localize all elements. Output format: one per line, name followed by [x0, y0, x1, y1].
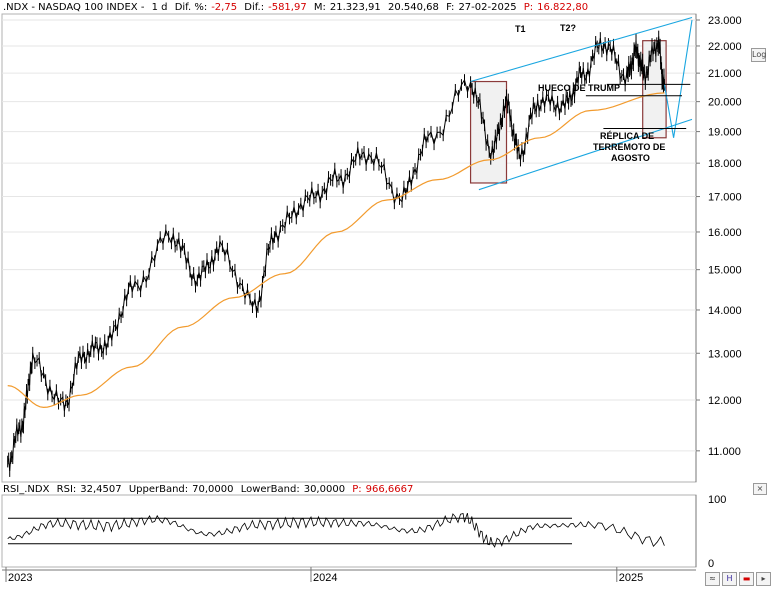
price-series — [7, 36, 665, 472]
header-dif-pct-label: Dif. %: — [174, 2, 208, 13]
rsi-lower: 30,0000 — [303, 484, 346, 495]
rsi-y-tick-label: 100 — [708, 494, 726, 506]
header-m: 21.323,91 — [329, 2, 381, 13]
rsi-label: RSI: — [56, 484, 77, 495]
grid-layer — [2, 19, 700, 452]
y-tick-label: 22.000 — [708, 41, 742, 53]
rsi-plot-area[interactable] — [1, 494, 697, 568]
annotation-hueco: HUECO DE TRUMP — [538, 83, 620, 93]
rsi-name: RSI_.NDX — [3, 484, 50, 495]
y-tick-label: 19.000 — [708, 127, 742, 139]
y-tick-label: 14.000 — [708, 305, 742, 317]
header-p: 16.822,80 — [537, 2, 589, 13]
header-dif-label: Dif.: — [244, 2, 265, 13]
main-plot-area[interactable] — [1, 13, 697, 483]
y-tick-label: 23.000 — [708, 15, 742, 27]
y-tick-label: 15.000 — [708, 265, 742, 277]
period-tool-icon[interactable]: ▬ — [739, 572, 754, 586]
highlight-box — [642, 40, 667, 139]
rsi-value: 32,4507 — [80, 484, 122, 495]
channel-lower-line — [478, 118, 693, 191]
rsi-upper-label: UpperBand: — [128, 484, 189, 495]
annotation-replica-2: TERREMOTO DE — [593, 142, 665, 152]
y-tick-label: 11.000 — [708, 446, 741, 458]
y-tick-label: 17.000 — [708, 192, 742, 204]
annotation-t2: T2? — [560, 23, 576, 33]
header-dif: -581,97 — [268, 2, 307, 13]
y-tick-labels: 11.000 12.000 13.000 14.000 15.000 16.000 17.0… — [708, 15, 742, 570]
y-tick-label: 18.000 — [708, 158, 742, 170]
main-header: .NDX - NASDAQ 100 INDEX - 1 d Dif. %: -2,… — [3, 2, 592, 13]
header-f: 27-02-2025 — [458, 2, 517, 13]
header-symbol: .NDX - NASDAQ 100 INDEX - — [3, 2, 145, 13]
header-p-label: P: — [523, 2, 534, 13]
header-s: 20.540,68 — [387, 2, 439, 13]
header-f-label: F: — [446, 2, 455, 13]
annotation-replica-1: RÉPLICA DE — [600, 131, 654, 141]
rsi-panel-close-icon[interactable]: × — [753, 483, 767, 495]
y-tick-label: 12.000 — [708, 395, 742, 407]
scroll-right-icon[interactable]: ▸ — [756, 572, 771, 586]
y-tick-label: 20.000 — [708, 97, 742, 109]
log-scale-button[interactable]: Log — [751, 48, 766, 62]
series-layer — [7, 16, 693, 477]
rsi-header: RSI_.NDX RSI: 32,4507 UpperBand: 70,0000 L… — [3, 484, 417, 495]
wave-tool-icon[interactable]: ≈ — [705, 572, 720, 586]
rsi-lower-label: LowerBand: — [240, 484, 300, 495]
rsi-series — [7, 512, 665, 548]
y-tick-label: 16.000 — [708, 227, 742, 239]
x-tick-label: 2025 — [619, 572, 643, 584]
header-period: 1 d — [151, 2, 168, 13]
x-tick-label: 2023 — [8, 572, 32, 584]
projection-line — [663, 19, 693, 138]
channel-upper-line — [470, 16, 693, 83]
annotation-t1: T1 — [515, 24, 526, 34]
y-tick-label: 21.000 — [708, 68, 742, 80]
highlight-tool-icon[interactable]: H — [722, 572, 737, 586]
header-dif-pct: -2,75 — [211, 2, 238, 13]
rsi-p: 966,6667 — [365, 484, 414, 495]
moving-average-series — [7, 92, 665, 409]
header-m-label: M: — [313, 2, 326, 13]
rsi-layer — [7, 512, 665, 548]
rsi-upper: 70,0000 — [192, 484, 234, 495]
x-tick-label: 2024 — [313, 572, 337, 584]
annotation-replica-3: AGOSTO — [611, 153, 650, 163]
rsi-p-label: P: — [352, 484, 362, 495]
y-tick-label: 13.000 — [708, 348, 742, 360]
rsi-y-tick-label: 0 — [708, 558, 714, 570]
x-tick-labels: 2023 2024 2025 — [5, 567, 643, 584]
